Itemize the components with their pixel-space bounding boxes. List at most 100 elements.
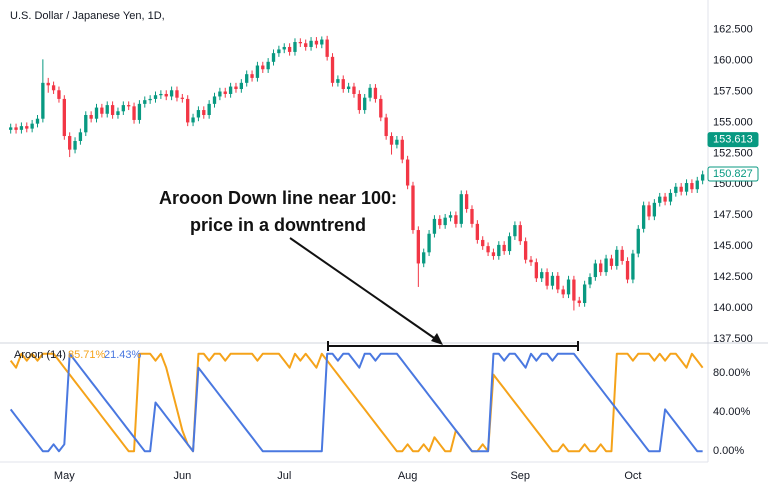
candle-body — [379, 98, 383, 118]
x-tick-label: Aug — [398, 470, 418, 482]
candle-body — [599, 263, 603, 273]
candle-body — [491, 252, 496, 257]
candle-body — [68, 136, 72, 150]
candle-body — [143, 100, 147, 104]
candle-body — [389, 136, 394, 145]
candle-body — [9, 127, 13, 130]
candle-body — [153, 95, 158, 99]
candle-body — [121, 105, 125, 112]
candle-body — [663, 196, 667, 202]
candle-body — [110, 105, 115, 116]
candle-body — [19, 126, 24, 130]
candle-body — [73, 140, 77, 150]
candle-body — [438, 218, 442, 226]
y-tick-label: 142.500 — [713, 271, 753, 283]
indicator-name: Aroon (14) — [14, 349, 66, 361]
candle-body — [427, 233, 431, 253]
candle-body — [202, 110, 206, 116]
candle-body — [148, 98, 152, 101]
price-label-box — [707, 166, 759, 182]
candle-body — [454, 215, 458, 224]
candle-body — [239, 82, 243, 90]
candle-body — [287, 46, 292, 52]
candle-body — [373, 87, 378, 99]
candle-body — [309, 40, 313, 47]
candle-body — [180, 97, 184, 99]
plot-layer: 137.500140.000142.500145.000147.500150.0… — [9, 24, 759, 482]
arrow — [289, 237, 438, 341]
candle-body — [416, 230, 421, 264]
y-tick-label: 137.500 — [713, 333, 753, 345]
candle-body — [513, 225, 517, 237]
aroon-line — [9, 352, 703, 453]
y-tick-label: 147.500 — [713, 209, 753, 221]
candle-body — [422, 252, 426, 264]
annotation: price in a downtrend — [190, 215, 366, 235]
candle-body — [690, 183, 694, 190]
candle-body — [116, 111, 120, 116]
candle-body — [679, 186, 683, 192]
x-tick-label: Oct — [624, 470, 641, 482]
candle-body — [196, 110, 201, 118]
candle-body — [636, 228, 640, 254]
candle-body — [588, 277, 592, 285]
candle-body — [443, 217, 447, 226]
candle-body — [625, 260, 630, 280]
y-tick-label: 152.500 — [713, 147, 753, 159]
candle-body — [175, 90, 179, 98]
y-tick-label: 145.000 — [713, 240, 753, 252]
candle-body — [164, 93, 168, 97]
candle-body — [556, 275, 560, 290]
arrow-head — [431, 333, 443, 345]
candle-body — [405, 159, 410, 186]
x-tick-label: May — [54, 470, 75, 482]
candle-body — [207, 103, 211, 116]
candle-body — [497, 244, 501, 257]
candle-body — [25, 126, 29, 129]
candle-body — [341, 79, 345, 90]
candle-body — [395, 139, 399, 145]
candle-body — [282, 46, 286, 50]
candle-body — [448, 215, 453, 218]
candle-body — [89, 115, 93, 119]
x-tick-label: Jun — [173, 470, 191, 482]
candle-body — [94, 107, 99, 119]
candle-body — [304, 43, 308, 47]
candle-body — [330, 56, 335, 83]
candle-body — [481, 239, 485, 247]
candle-body — [502, 244, 506, 252]
candle-body — [561, 289, 565, 295]
candle-body — [298, 42, 302, 44]
candle-body — [668, 192, 673, 202]
price-label: 150.827 — [713, 168, 753, 180]
candle-body — [277, 49, 281, 54]
candle-body — [218, 91, 222, 97]
candle-body — [631, 253, 635, 280]
candle-body — [507, 236, 512, 252]
candle-body — [84, 115, 88, 133]
candle-body — [695, 180, 699, 190]
candle-body — [159, 93, 163, 96]
candle-body — [228, 86, 233, 94]
candle-body — [577, 300, 581, 304]
candle-body — [566, 279, 571, 295]
candle-body — [518, 225, 522, 242]
candle-body — [186, 98, 190, 123]
legend-value: 85.71% — [68, 349, 106, 361]
y-tick-label: 155.000 — [713, 116, 753, 128]
candle-body — [57, 90, 61, 99]
candle-body — [41, 82, 45, 119]
x-tick-label: Jul — [277, 470, 291, 482]
callout: Arooon Down line near 100: price in a do… — [159, 188, 579, 351]
y-tick-label: 0.00% — [713, 445, 744, 457]
candle-body — [615, 249, 619, 266]
candle-body — [523, 241, 528, 260]
candle-body — [320, 39, 324, 45]
candle-body — [336, 79, 340, 83]
candle-body — [411, 185, 415, 231]
candle-body — [464, 194, 469, 210]
y-tick-label: 80.00% — [713, 367, 751, 379]
candle-body — [78, 132, 83, 141]
candle-body — [100, 107, 104, 114]
